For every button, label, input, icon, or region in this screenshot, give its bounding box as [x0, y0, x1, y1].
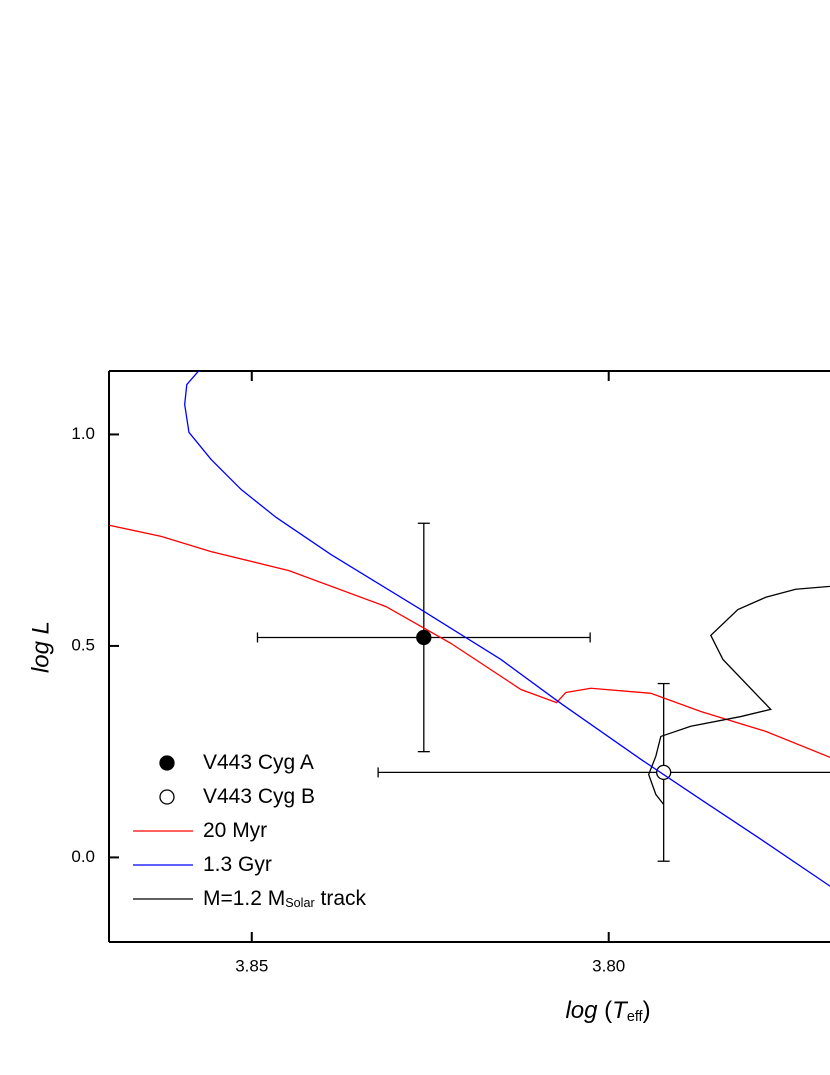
legend-label: V443 Cyg A	[203, 751, 314, 774]
y-tick-label: 0.5	[71, 635, 95, 654]
x-tick-label: 3.85	[235, 956, 268, 975]
line	[184, 371, 830, 887]
x-tick-label: 3.80	[592, 956, 625, 975]
text-run: V443 Cyg A	[203, 751, 314, 774]
y-tick-label: 1.0	[71, 424, 95, 443]
text-run: log	[565, 997, 598, 1024]
text-run: 1.3 Gyr	[203, 853, 272, 876]
y-axis-label: log L	[27, 621, 54, 673]
legend-marker	[159, 755, 175, 771]
legend-marker	[159, 789, 175, 805]
text-run: (	[597, 997, 612, 1024]
text-run: eff	[627, 1009, 644, 1025]
legend-label: 20 Myr	[203, 819, 267, 842]
line	[647, 585, 830, 805]
point	[416, 629, 432, 646]
legend-label: V443 Cyg B	[203, 785, 315, 808]
text-run: T	[612, 997, 629, 1024]
plot-area	[109, 371, 830, 887]
text-run: Solar	[285, 896, 314, 910]
point	[656, 764, 672, 781]
text-run: 20 Myr	[203, 819, 267, 842]
text-run: )	[643, 997, 651, 1024]
text-run: M=1.2 M	[203, 887, 285, 910]
text-run: track	[315, 887, 367, 910]
y-tick-label: 0.0	[71, 847, 95, 866]
legend-label: 1.3 Gyr	[203, 853, 272, 876]
line	[109, 524, 830, 759]
x-axis-label: log (Teff)	[565, 997, 650, 1024]
legend-label: M=1.2 MSolar track	[203, 887, 367, 910]
text-run: V443 Cyg B	[203, 785, 315, 808]
error-bar	[377, 682, 830, 862]
